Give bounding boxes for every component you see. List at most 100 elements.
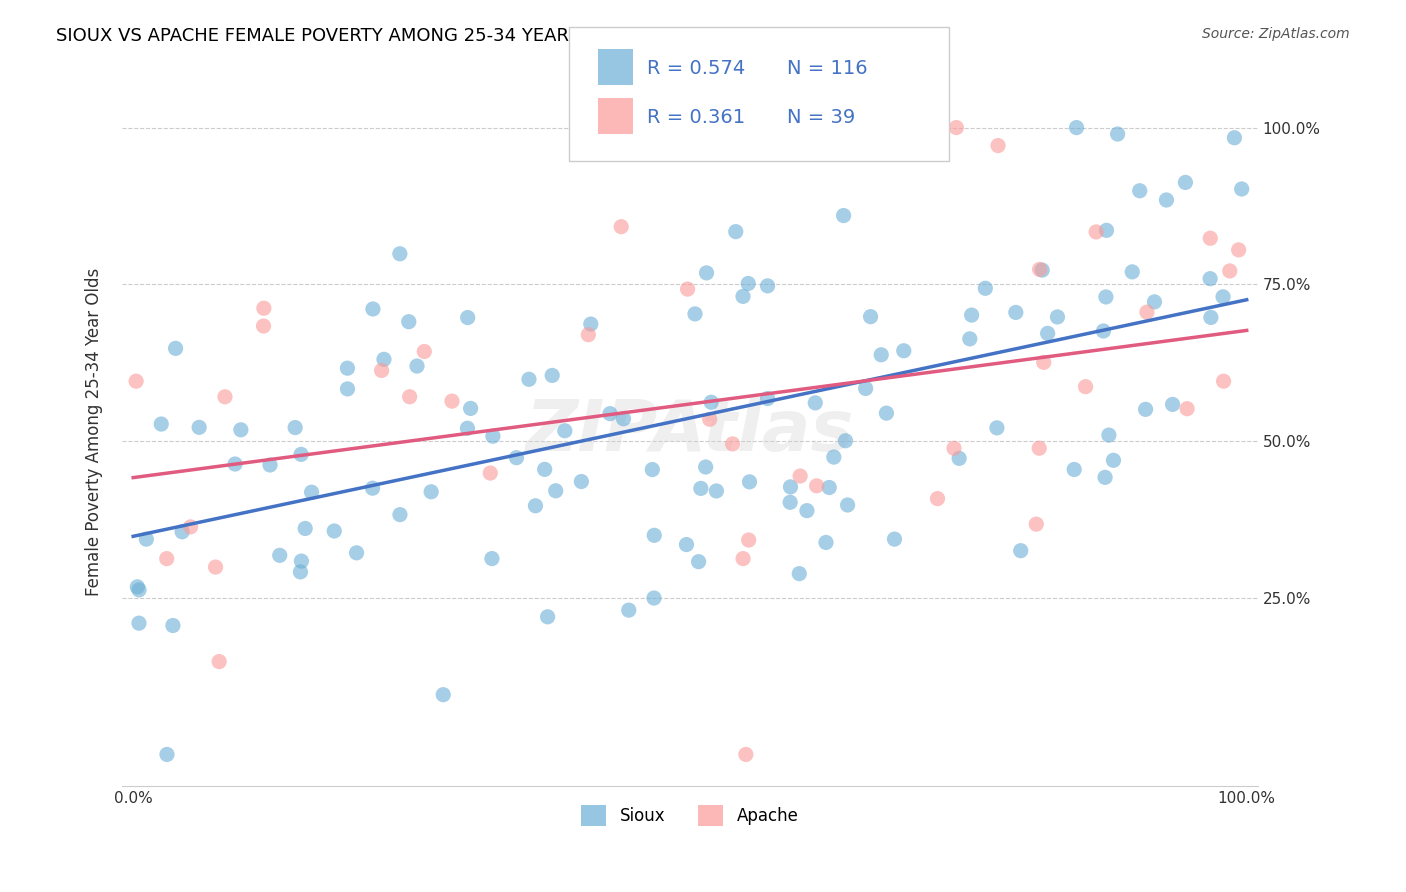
Sioux	[731, 289, 754, 303]
Sioux	[505, 450, 527, 465]
Sioux	[818, 481, 841, 495]
Sioux	[301, 485, 323, 500]
Sioux	[481, 551, 503, 566]
Sioux	[128, 616, 150, 631]
Sioux	[579, 317, 602, 331]
Sioux	[814, 535, 837, 549]
Sioux	[1092, 324, 1115, 338]
Sioux	[724, 225, 747, 239]
Sioux	[804, 396, 827, 410]
Apache	[927, 491, 949, 506]
Apache	[987, 138, 1010, 153]
Sioux	[457, 310, 479, 325]
Sioux	[406, 359, 429, 373]
Apache	[1074, 379, 1097, 393]
Sioux	[460, 401, 482, 416]
Sioux	[1004, 305, 1026, 319]
Sioux	[960, 308, 983, 322]
Apache	[125, 374, 148, 388]
Sioux	[1063, 462, 1085, 476]
Sioux	[128, 582, 150, 597]
Apache	[1212, 374, 1234, 388]
Sioux	[855, 381, 877, 395]
Apache	[945, 120, 967, 135]
Sioux	[388, 508, 411, 522]
Apache	[737, 533, 759, 547]
Sioux	[127, 580, 149, 594]
Sioux	[948, 451, 970, 466]
Sioux	[612, 411, 634, 425]
Sioux	[834, 434, 856, 448]
Apache	[576, 327, 599, 342]
Sioux	[617, 603, 640, 617]
Apache	[1025, 517, 1047, 532]
Sioux	[883, 532, 905, 546]
Sioux	[456, 421, 478, 435]
Sioux	[336, 361, 359, 376]
Sioux	[756, 278, 779, 293]
Sioux	[541, 368, 564, 383]
Apache	[1085, 225, 1108, 239]
Apache	[1199, 231, 1222, 245]
Sioux	[675, 537, 697, 551]
Apache	[204, 560, 226, 574]
Sioux	[290, 565, 312, 579]
Sioux	[832, 209, 855, 223]
Sioux	[870, 348, 893, 362]
Sioux	[398, 315, 420, 329]
Sioux	[1212, 290, 1234, 304]
Sioux	[1066, 120, 1088, 135]
Apache	[214, 390, 236, 404]
Apache	[1227, 243, 1250, 257]
Sioux	[569, 475, 592, 489]
Sioux	[1143, 294, 1166, 309]
Apache	[721, 437, 744, 451]
Apache	[156, 551, 179, 566]
Apache	[180, 520, 202, 534]
Text: R = 0.361: R = 0.361	[647, 108, 745, 128]
Sioux	[165, 342, 187, 356]
Text: SIOUX VS APACHE FEMALE POVERTY AMONG 25-34 YEAR OLDS CORRELATION CHART: SIOUX VS APACHE FEMALE POVERTY AMONG 25-…	[56, 27, 825, 45]
Sioux	[432, 688, 454, 702]
Sioux	[1161, 397, 1184, 411]
Sioux	[156, 747, 179, 762]
Y-axis label: Female Poverty Among 25-34 Year Olds: Female Poverty Among 25-34 Year Olds	[86, 268, 103, 596]
Sioux	[1121, 265, 1143, 279]
Apache	[253, 301, 276, 316]
Sioux	[738, 475, 761, 489]
Sioux	[162, 618, 184, 632]
Apache	[943, 442, 966, 456]
Sioux	[779, 495, 801, 509]
Sioux	[323, 524, 346, 538]
Sioux	[229, 423, 252, 437]
Sioux	[641, 462, 664, 476]
Sioux	[1036, 326, 1059, 341]
Text: N = 39: N = 39	[787, 108, 856, 128]
Apache	[208, 655, 231, 669]
Sioux	[290, 554, 312, 568]
Sioux	[172, 524, 194, 539]
Sioux	[756, 392, 779, 406]
Sioux	[269, 549, 291, 563]
Sioux	[544, 483, 567, 498]
Sioux	[859, 310, 882, 324]
Sioux	[1094, 470, 1116, 484]
Sioux	[294, 521, 316, 535]
Apache	[734, 747, 756, 762]
Sioux	[1010, 543, 1032, 558]
Sioux	[1135, 402, 1157, 417]
Sioux	[188, 420, 211, 434]
Sioux	[986, 421, 1008, 435]
Sioux	[1156, 193, 1178, 207]
Apache	[1219, 264, 1241, 278]
Sioux	[706, 483, 728, 498]
Sioux	[643, 591, 665, 605]
Sioux	[1199, 310, 1222, 325]
Sioux	[524, 499, 547, 513]
Apache	[1136, 305, 1159, 319]
Legend: Sioux, Apache: Sioux, Apache	[572, 797, 807, 834]
Sioux	[284, 420, 307, 434]
Apache	[731, 551, 754, 566]
Sioux	[346, 546, 368, 560]
Text: N = 116: N = 116	[787, 59, 868, 78]
